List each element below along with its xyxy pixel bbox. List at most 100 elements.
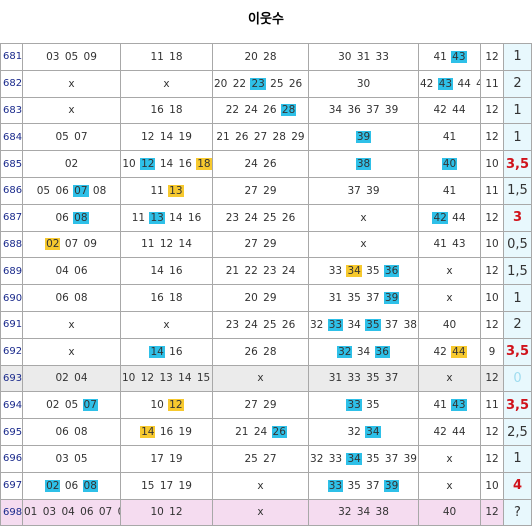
number-cell: 40	[418, 310, 481, 339]
number-cell: 42 43 44 45	[418, 69, 481, 98]
number: 06	[80, 506, 94, 519]
number: 09	[83, 238, 97, 251]
number: 26	[281, 211, 296, 224]
number-cell: x	[22, 310, 121, 339]
number-cell: x	[212, 498, 309, 527]
number: 07	[74, 131, 88, 144]
number: x	[360, 238, 367, 251]
number: 18	[169, 104, 183, 117]
number: 15	[196, 372, 211, 385]
count: 11	[480, 69, 504, 98]
number-cell: 41 43	[418, 230, 481, 259]
number: 25	[244, 452, 258, 465]
number: 18	[169, 50, 183, 63]
number-cell: 02 07 09	[22, 230, 121, 259]
result: 1	[503, 123, 532, 152]
highlighted-number: 14	[149, 345, 165, 358]
number-cell: 06 08	[22, 284, 121, 312]
count: 10	[480, 284, 504, 312]
count: 12	[480, 123, 504, 152]
number-cell: 11 12 14	[120, 230, 213, 259]
number: 16	[169, 265, 183, 278]
number: 29	[263, 238, 277, 251]
number: 09	[117, 506, 120, 518]
number: 37	[366, 479, 380, 492]
number: 41	[433, 238, 447, 251]
row: 697 02 06 08 15 17 19 x 33 35 37 39 x 10 4	[0, 471, 532, 500]
number: 11	[150, 184, 164, 197]
number: 06	[64, 479, 79, 492]
number-cell: 33 34 35 36	[308, 257, 419, 286]
number-cell: x	[212, 364, 309, 393]
number-cell: 14 16 19	[120, 418, 213, 446]
highlighted-number: 36	[374, 345, 390, 358]
number: 29	[291, 131, 305, 144]
round: 691	[0, 310, 23, 339]
number: 04	[55, 265, 69, 278]
number: 37	[384, 452, 399, 465]
highlighted-number: 07	[82, 399, 98, 412]
number-cell: 22 24 26 28	[212, 96, 309, 125]
number-cell: 17 19	[120, 444, 213, 473]
count: 12	[480, 498, 504, 527]
number: 34	[328, 104, 343, 117]
number: 32	[310, 318, 324, 331]
number-cell: 03 05	[22, 444, 121, 473]
number-cell: 21 24 26	[212, 418, 309, 446]
highlighted-number: 13	[168, 184, 184, 197]
count: 12	[480, 310, 504, 339]
number: 02	[46, 399, 60, 412]
number: 14	[150, 265, 164, 278]
number: 40	[442, 318, 457, 331]
number-cell: 32 34 36	[308, 337, 419, 366]
number: 26	[244, 345, 258, 358]
number: 26	[263, 104, 277, 117]
number: 25	[263, 211, 277, 224]
row: 690 06 08 16 18 20 29 31 35 37 39 x 10 1	[0, 284, 532, 312]
number: x	[446, 292, 453, 305]
number: x	[446, 265, 453, 278]
count: 12	[480, 364, 504, 393]
number: 41	[442, 131, 457, 144]
number: x	[68, 345, 75, 358]
number: x	[446, 479, 453, 492]
number: 35	[347, 292, 361, 305]
number: 28	[263, 50, 277, 63]
number: 11	[150, 50, 164, 63]
highlighted-number: 34	[365, 426, 381, 439]
result: 1	[503, 96, 532, 125]
number: 25	[263, 318, 277, 331]
number: 18	[169, 292, 183, 305]
number: x	[68, 318, 75, 331]
highlighted-number: 08	[82, 479, 98, 492]
number: 39	[403, 452, 417, 465]
number-cell: 20 29	[212, 284, 309, 312]
result: 1	[503, 444, 532, 473]
number-cell: x	[120, 310, 213, 339]
number: 24	[281, 265, 296, 278]
number-cell: x	[308, 230, 419, 259]
number: 19	[169, 452, 183, 465]
number: 31	[328, 372, 343, 385]
highlighted-number: 43	[451, 399, 467, 412]
number-cell: 01 03 04 06 07 09	[22, 498, 121, 527]
number: 39	[384, 104, 399, 117]
number: 22	[225, 104, 240, 117]
highlighted-number: 43	[437, 77, 454, 90]
number-cell: 30	[308, 69, 419, 98]
number: 05	[64, 50, 79, 63]
number: 21	[225, 265, 240, 278]
number-cell: 32 33 34 35 37 38 39	[308, 310, 419, 339]
number: 23	[263, 265, 277, 278]
row: 688 02 07 09 11 12 14 27 29 x 41 43 10 0,5	[0, 230, 532, 259]
highlighted-number: 02	[45, 238, 61, 251]
number-cell: x	[212, 471, 309, 500]
highlighted-number: 02	[45, 479, 61, 492]
result: 0,5	[503, 230, 532, 259]
number-cell: 38	[308, 150, 419, 178]
number: 06	[55, 292, 69, 305]
number: 28	[263, 345, 277, 358]
number: 08	[74, 426, 88, 439]
